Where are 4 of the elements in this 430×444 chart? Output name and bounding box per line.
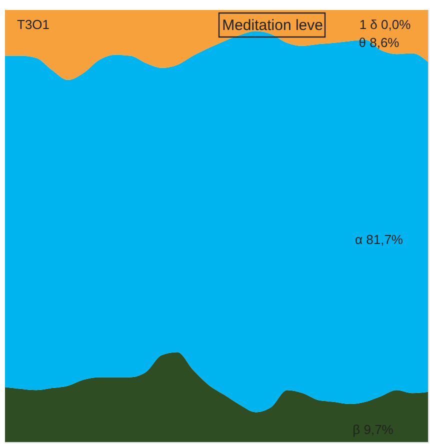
annotation: α 81,7% (355, 232, 404, 247)
annotation: 1 δ 0,0% (359, 17, 412, 32)
text: Meditation leve (222, 17, 323, 34)
text: T3O1 (17, 17, 50, 32)
